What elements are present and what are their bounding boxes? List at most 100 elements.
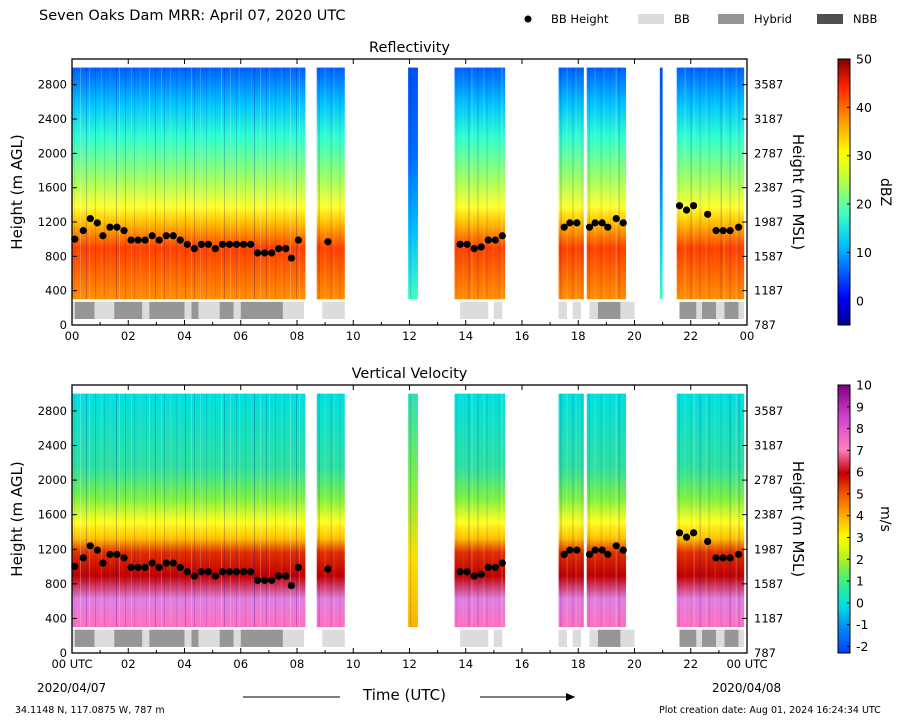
colorbar-tick-label: 40 xyxy=(856,100,872,115)
bb-height-point xyxy=(604,550,612,559)
data-segment xyxy=(454,393,506,628)
texture-streak xyxy=(456,393,458,628)
bb-height-point xyxy=(86,215,94,223)
bb-type-bar xyxy=(493,629,503,647)
texture-streak xyxy=(179,393,180,628)
data-segment xyxy=(72,393,306,628)
bb-type-bar xyxy=(620,301,635,319)
texture-streak xyxy=(185,393,186,628)
bb-height-point xyxy=(573,546,581,554)
texture-streak xyxy=(281,393,282,628)
x-tick-label: 10 xyxy=(346,329,361,343)
texture-streak xyxy=(575,393,577,628)
bb-height-point xyxy=(598,219,606,227)
bb-type-bar xyxy=(240,301,283,319)
bb-type-bar xyxy=(74,629,95,647)
texture-streak xyxy=(738,67,740,300)
bb-height-point xyxy=(232,240,241,248)
bb-height-point xyxy=(566,546,574,554)
texture-streak xyxy=(330,393,332,628)
bb-height-point xyxy=(704,537,712,546)
texture-streak xyxy=(275,393,276,628)
y-right-axis-label: Height (m MSL) xyxy=(789,461,807,577)
texture-streak xyxy=(588,393,590,628)
texture-streak xyxy=(729,67,731,300)
texture-streak xyxy=(80,393,81,628)
bb-type-bar xyxy=(460,301,489,319)
x-tick-label: 12 xyxy=(402,657,417,671)
panel-title: Vertical Velocity xyxy=(352,366,468,382)
y-right-axis-label: Height (m MSL) xyxy=(789,134,807,250)
texture-streak xyxy=(110,67,111,300)
bb-type-bar xyxy=(597,629,621,647)
texture-streak xyxy=(269,393,270,628)
texture-streak xyxy=(492,393,494,628)
texture-streak xyxy=(333,393,335,628)
texture-streak xyxy=(200,67,201,300)
x-axis-label: Time (UTC) xyxy=(363,686,446,704)
data-segment xyxy=(408,67,418,300)
bb-height-point xyxy=(477,243,485,251)
colorbar-tick-label: 4 xyxy=(856,508,864,523)
bb-height-point xyxy=(155,563,163,572)
texture-streak xyxy=(618,67,620,300)
texture-streak xyxy=(170,67,171,300)
texture-streak xyxy=(324,67,326,300)
bb-height-point xyxy=(232,568,241,576)
texture-streak xyxy=(215,393,216,628)
texture-streak xyxy=(609,393,611,628)
y-right-tick-label: 3587 xyxy=(754,78,783,92)
data-segment xyxy=(408,393,418,628)
bb-height-point xyxy=(585,223,594,231)
bb-type-bar xyxy=(597,301,621,319)
legend-marker xyxy=(524,15,532,23)
texture-streak xyxy=(693,393,695,628)
texture-streak xyxy=(74,393,75,628)
texture-streak xyxy=(618,393,620,628)
x-tick-label: 16 xyxy=(515,657,530,671)
bb-height-point xyxy=(211,245,220,253)
texture-streak xyxy=(299,393,300,628)
bb-height-point xyxy=(218,568,227,576)
bb-height-point xyxy=(176,236,184,244)
texture-streak xyxy=(254,393,255,628)
texture-streak xyxy=(498,393,500,628)
texture-streak xyxy=(486,393,488,628)
bb-height-point xyxy=(704,210,712,218)
bb-height-point xyxy=(261,576,269,584)
texture-streak xyxy=(684,393,686,628)
texture-streak xyxy=(104,67,105,300)
bb-type-bar xyxy=(716,629,725,647)
bb-type-bar xyxy=(191,629,199,647)
x-tick-label: 08 xyxy=(290,329,305,343)
texture-streak xyxy=(215,67,216,300)
texture-streak xyxy=(615,67,617,300)
y-tick-label: 0 xyxy=(60,646,67,660)
bb-height-point xyxy=(218,240,227,248)
bb-type-bar xyxy=(219,301,234,319)
legend-label: Hybrid xyxy=(754,12,792,26)
y-tick-label: 400 xyxy=(45,611,67,625)
texture-streak xyxy=(86,67,87,300)
bb-height-point xyxy=(134,563,142,572)
texture-streak xyxy=(615,393,617,628)
bb-type-bar xyxy=(589,301,598,319)
x-tick-label: 18 xyxy=(571,329,586,343)
texture-streak xyxy=(179,67,180,300)
bb-height-point xyxy=(712,227,720,235)
texture-streak xyxy=(95,67,96,300)
texture-streak xyxy=(149,67,150,300)
texture-streak xyxy=(224,67,225,300)
texture-streak xyxy=(705,67,707,300)
bb-height-point xyxy=(197,568,205,576)
bb-type-bar xyxy=(114,629,143,647)
y-tick-label: 1600 xyxy=(38,181,67,195)
y-right-tick-label: 787 xyxy=(754,646,776,660)
y-right-tick-label: 1587 xyxy=(754,577,783,591)
texture-streak xyxy=(690,393,692,628)
data-segment xyxy=(72,67,306,300)
texture-streak xyxy=(224,393,225,628)
texture-streak xyxy=(588,67,590,300)
y-right-tick-label: 2387 xyxy=(754,181,783,195)
texture-streak xyxy=(477,393,479,628)
